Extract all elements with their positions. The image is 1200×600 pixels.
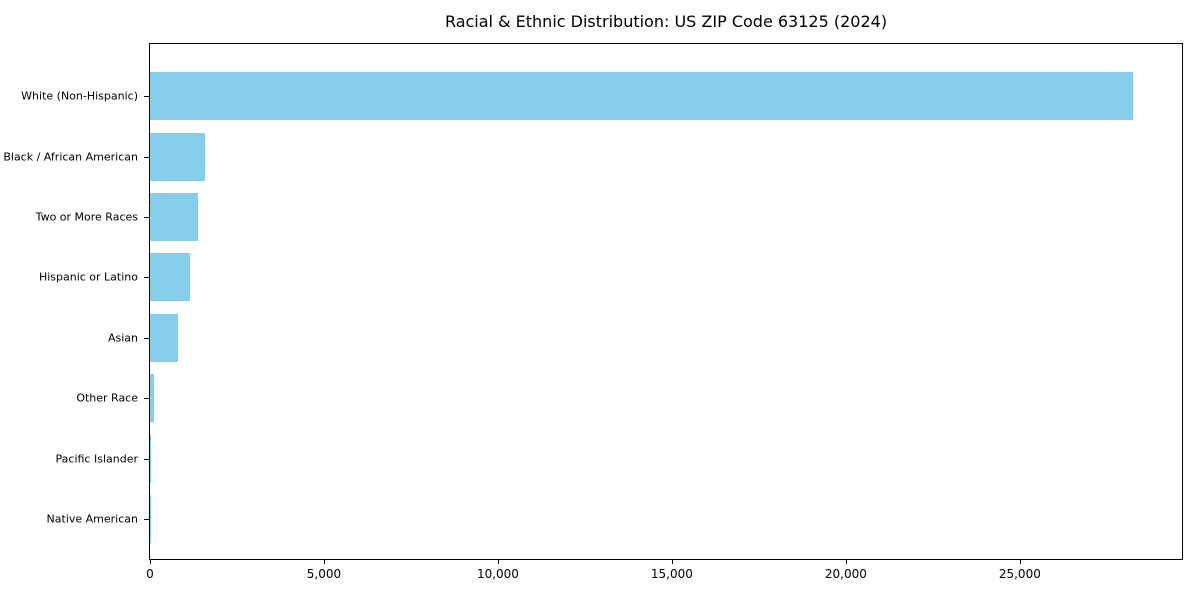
bar <box>150 193 198 241</box>
y-tick-mark <box>144 96 149 98</box>
y-tick-mark <box>144 398 149 400</box>
plot-area <box>149 43 1183 560</box>
bar <box>150 313 178 362</box>
x-tick-mark <box>671 560 673 564</box>
y-tick-mark <box>144 156 149 158</box>
bar <box>150 72 1133 121</box>
bar <box>150 132 205 181</box>
bar <box>150 253 190 302</box>
y-tick-mark <box>144 519 149 520</box>
y-tick-label: Hispanic or Latino <box>38 270 138 284</box>
y-tick-label: Pacific Islander <box>55 452 138 466</box>
x-tick-label: 25,000 <box>998 567 1041 581</box>
x-tick-mark <box>845 560 847 564</box>
y-tick-label: White (Non-Hispanic) <box>21 89 138 103</box>
bar <box>150 374 154 423</box>
x-tick-label: 5,000 <box>306 567 342 581</box>
y-tick-label: Other Race <box>76 391 138 405</box>
x-tick-mark <box>323 560 325 564</box>
y-tick-label: Native American <box>46 512 138 526</box>
x-tick-label: 15,000 <box>650 567 693 581</box>
x-tick-label: 20,000 <box>824 567 867 581</box>
x-tick-mark <box>1019 560 1021 564</box>
y-tick-label: Asian <box>107 331 138 345</box>
y-tick-mark <box>144 458 149 460</box>
chart-title: Racial & Ethnic Distribution: US ZIP Cod… <box>444 12 888 31</box>
bar <box>150 434 151 483</box>
x-tick-mark <box>150 560 151 564</box>
y-tick-mark <box>144 277 149 279</box>
x-tick-label: 0 <box>146 567 154 581</box>
y-tick-mark <box>144 217 149 218</box>
y-tick-mark <box>144 337 149 339</box>
y-tick-label: Black / African American <box>3 150 138 164</box>
x-tick-label: 10,000 <box>476 567 519 581</box>
x-tick-mark <box>497 560 499 564</box>
y-tick-label: Two or More Races <box>35 210 138 224</box>
